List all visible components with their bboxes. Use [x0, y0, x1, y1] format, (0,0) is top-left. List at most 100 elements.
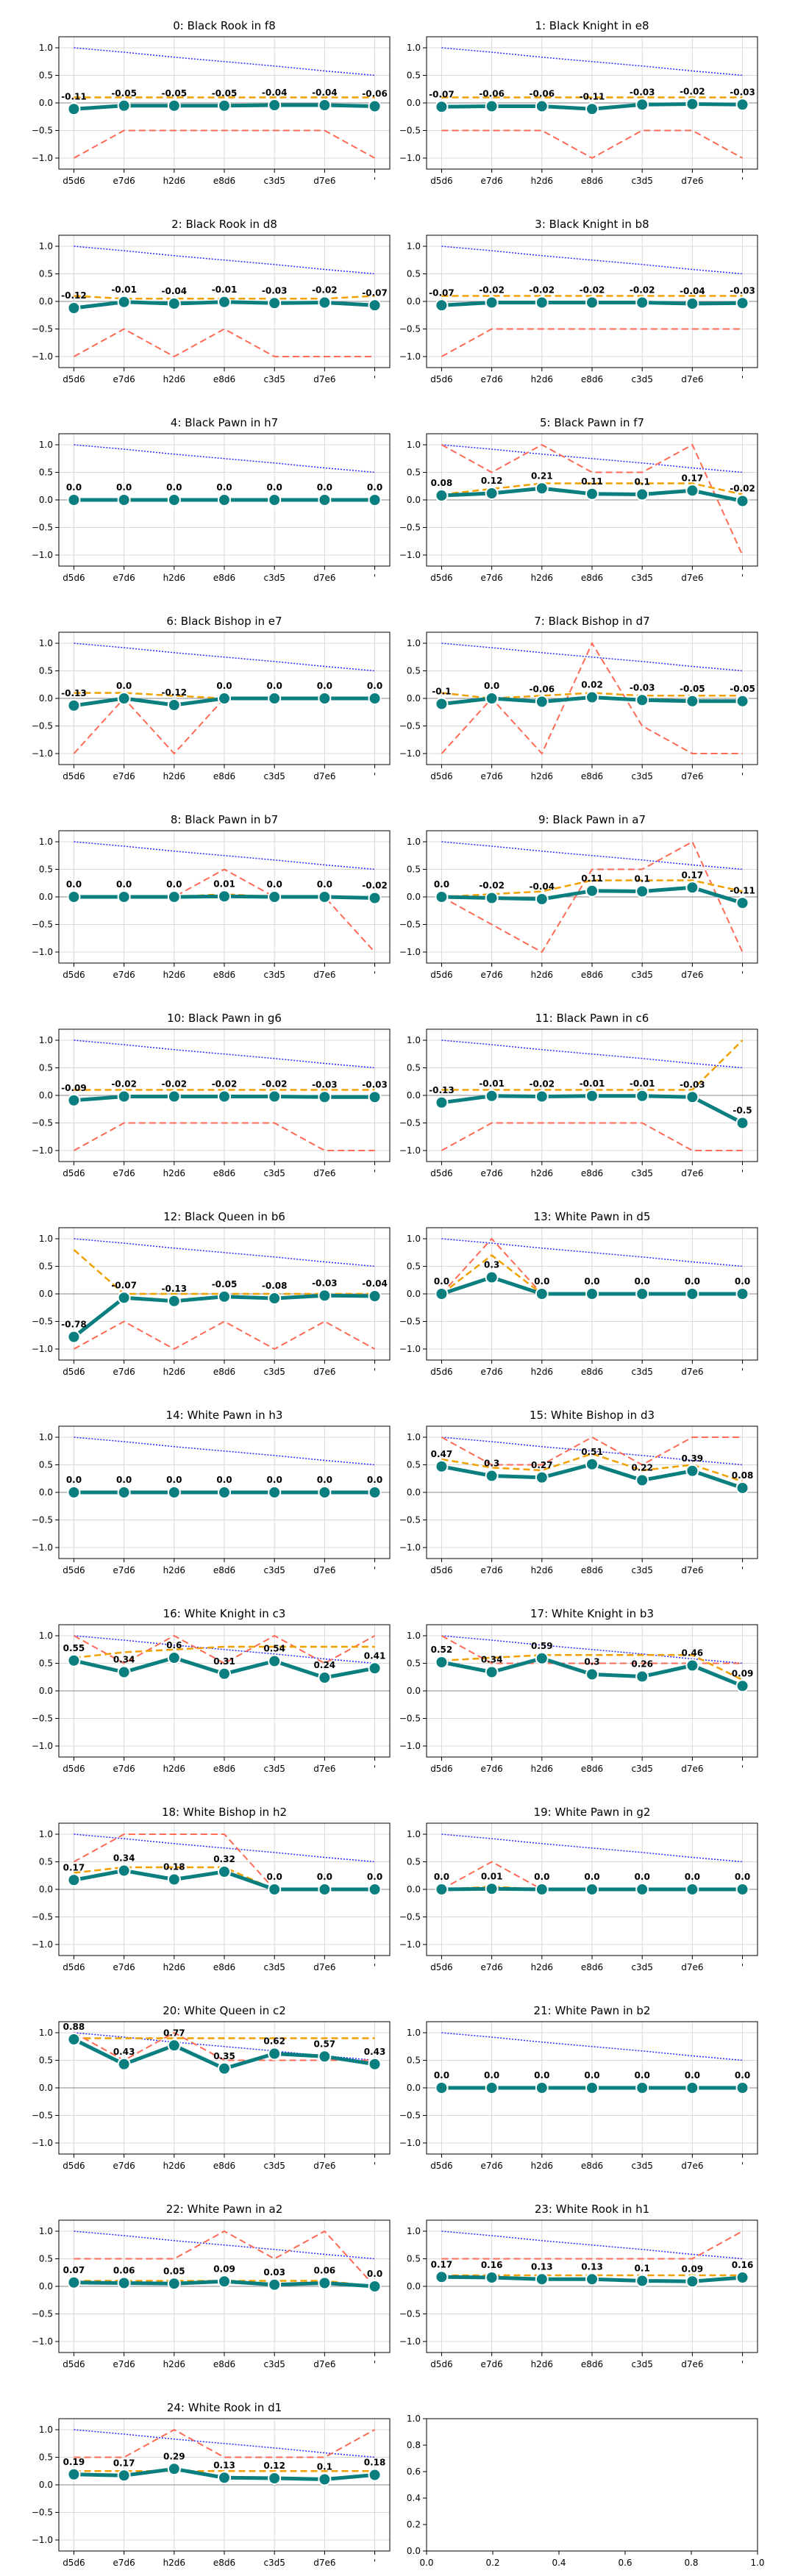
series-main-point — [67, 301, 81, 315]
series-main-point — [117, 1665, 131, 1679]
x-tick-label: e8d6 — [581, 1367, 603, 1377]
y-tick-label: −0.5 — [399, 1714, 421, 1724]
data-label: 0.0 — [66, 1475, 82, 1485]
data-label: 0.0 — [116, 482, 132, 493]
x-tick-label: ' — [741, 771, 744, 781]
y-tick-label: −0.5 — [32, 2508, 53, 2518]
series-orange-line — [74, 1645, 375, 1659]
series-main-point — [485, 692, 499, 705]
series-main-point — [318, 1883, 332, 1896]
x-tick-label: c3d5 — [631, 1565, 652, 1575]
data-label: 0.07 — [63, 2265, 85, 2275]
x-tick-label: e8d6 — [581, 1565, 603, 1575]
y-tick-label: −0.5 — [399, 1912, 421, 1922]
data-label: -0.03 — [730, 87, 755, 97]
series-main-point — [535, 695, 549, 709]
series-red-line — [441, 129, 743, 160]
x-tick-label: e7d6 — [480, 176, 502, 186]
chart-title: 3: Black Knight in b8 — [535, 218, 649, 231]
series-red-line — [74, 868, 376, 953]
chart-title: 21: White Pawn in b2 — [534, 2004, 651, 2017]
x-tick-label: h2d6 — [163, 1764, 186, 1774]
data-label: -0.06 — [362, 89, 388, 99]
x-tick-label: d5d6 — [63, 1565, 85, 1575]
y-tick-label: 1.0 — [39, 1432, 53, 1442]
axes-frame — [426, 2418, 758, 2552]
data-label: 0.0 — [367, 681, 382, 691]
series-main-point — [268, 296, 282, 310]
data-label: -0.05 — [111, 88, 137, 99]
x-tick-label: e7d6 — [480, 771, 502, 781]
y-tick-label: −1.0 — [32, 1542, 53, 1553]
x-tick-label: ' — [741, 2359, 744, 2369]
x-tick-label: e7d6 — [113, 2558, 135, 2568]
x-tick-label: e7d6 — [113, 1962, 135, 1972]
series-main-point — [117, 2057, 131, 2071]
x-tick-label: h2d6 — [531, 374, 554, 384]
data-label: 0.54 — [263, 1644, 285, 1654]
data-label: 0.46 — [682, 1648, 704, 1659]
series-main-point — [167, 2462, 181, 2476]
x-tick-label: c3d5 — [631, 771, 652, 781]
x-tick-label: d5d6 — [63, 1962, 85, 1972]
series-main-point — [117, 2469, 131, 2483]
y-tick-label: 0.0 — [407, 1090, 421, 1101]
x-tick-label: ' — [741, 374, 744, 384]
x-tick-label: d7e6 — [313, 176, 335, 186]
series-main-point — [218, 2275, 231, 2289]
y-tick-label: 0.5 — [407, 2056, 421, 2066]
y-tick-label: 0.0 — [39, 1090, 53, 1101]
x-tick-label: h2d6 — [163, 374, 186, 384]
subplot-17: 17: White Knight in b3 −1.0 −0.5 0.0 0.5 1.0 d… — [399, 1607, 758, 1774]
series-main-point — [535, 892, 549, 906]
series-main-point — [167, 2277, 181, 2291]
x-tick-label: d7e6 — [681, 2359, 703, 2369]
x-tick-label: e8d6 — [581, 1962, 603, 1972]
data-label: 0.29 — [163, 2451, 185, 2461]
x-tick-label: d5d6 — [430, 1565, 453, 1575]
data-label: 0.0 — [116, 681, 132, 691]
data-label: 0.17 — [682, 473, 704, 483]
series-main-point — [117, 99, 131, 112]
y-tick-label: 0.0 — [39, 495, 53, 505]
x-tick-label: h2d6 — [163, 2161, 186, 2171]
series-blue-line — [74, 2230, 375, 2260]
series-main-point — [268, 1292, 282, 1305]
data-label: -0.02 — [730, 484, 755, 494]
x-tick-label: d7e6 — [313, 1962, 335, 1972]
data-label: 0.0 — [317, 1475, 332, 1485]
y-tick-label: 0.0 — [407, 1686, 421, 1696]
y-tick-label: 0.0 — [39, 693, 53, 704]
data-label: 0.57 — [314, 2039, 336, 2049]
data-label: -0.06 — [530, 684, 555, 695]
x-tick-label: e7d6 — [113, 771, 135, 781]
x-tick-label: ' — [374, 176, 376, 186]
y-tick-label: −0.5 — [399, 1317, 421, 1327]
series-blue-line — [441, 2230, 743, 2260]
x-tick-label: 0.8 — [684, 2558, 698, 2568]
data-label: -0.02 — [262, 1079, 288, 1090]
y-tick-label: 1.0 — [39, 2425, 53, 2435]
data-label: 0.77 — [163, 2028, 185, 2038]
y-tick-label: 1.0 — [407, 1631, 421, 1641]
data-label: -0.05 — [680, 684, 705, 694]
y-tick-label: 0.0 — [407, 1289, 421, 1299]
x-tick-label: c3d5 — [263, 1764, 285, 1774]
series-main-point — [117, 493, 131, 507]
x-tick-label: e8d6 — [213, 374, 235, 384]
x-tick-label: h2d6 — [163, 573, 186, 583]
series-main-point — [485, 1270, 499, 1284]
x-tick-label: d5d6 — [430, 2161, 453, 2171]
series-main-point — [735, 1883, 749, 1896]
data-label: 0.0 — [66, 482, 82, 493]
series-main-point — [485, 1089, 499, 1103]
y-tick-label: 1.0 — [39, 2226, 53, 2236]
series-main-point — [218, 692, 231, 705]
x-tick-label: h2d6 — [163, 2558, 186, 2568]
series-main-point — [435, 1656, 449, 1669]
series-main-point — [685, 881, 699, 895]
data-label: -0.02 — [580, 285, 605, 296]
series-main-point — [435, 2270, 449, 2284]
x-tick-label: c3d5 — [631, 573, 652, 583]
data-label: -0.08 — [262, 1281, 288, 1291]
